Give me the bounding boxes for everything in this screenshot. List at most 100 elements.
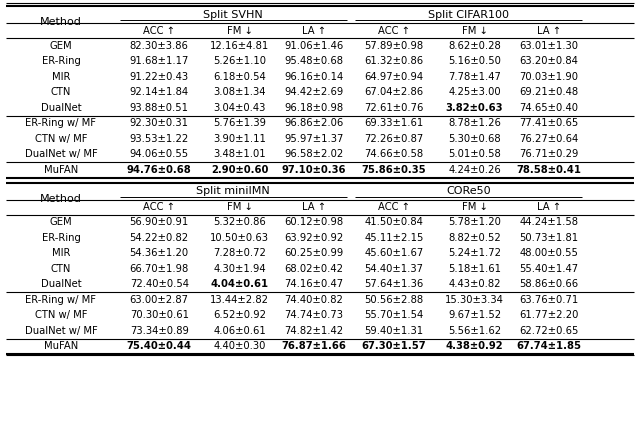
Text: 61.32±0.86: 61.32±0.86 (365, 56, 424, 66)
Text: 5.32±0.86: 5.32±0.86 (213, 217, 266, 227)
Text: 67.04±2.86: 67.04±2.86 (365, 87, 424, 97)
Text: 91.06±1.46: 91.06±1.46 (284, 41, 343, 51)
Text: 96.18±0.98: 96.18±0.98 (284, 103, 343, 113)
Text: ER-Ring w/ MF: ER-Ring w/ MF (26, 118, 97, 128)
Text: 44.24±1.58: 44.24±1.58 (519, 217, 578, 227)
Text: 76.27±0.64: 76.27±0.64 (519, 134, 578, 144)
Text: 63.00±2.87: 63.00±2.87 (130, 295, 189, 305)
Text: DualNet w/ MF: DualNet w/ MF (24, 149, 97, 159)
Text: 3.48±1.01: 3.48±1.01 (213, 149, 266, 159)
Text: 7.78±1.47: 7.78±1.47 (448, 72, 501, 82)
Text: DualNet: DualNet (40, 103, 81, 113)
Text: 8.62±0.28: 8.62±0.28 (448, 41, 501, 51)
Text: 75.40±0.44: 75.40±0.44 (127, 341, 192, 351)
Text: FM ↓: FM ↓ (461, 202, 488, 212)
Text: 4.06±0.61: 4.06±0.61 (213, 326, 266, 336)
Text: 4.43±0.82: 4.43±0.82 (448, 279, 500, 289)
Text: 3.04±0.43: 3.04±0.43 (213, 103, 266, 113)
Text: 6.52±0.92: 6.52±0.92 (213, 310, 266, 320)
Text: 74.66±0.58: 74.66±0.58 (365, 149, 424, 159)
Text: 95.48±0.68: 95.48±0.68 (284, 56, 343, 66)
Text: MIR: MIR (52, 72, 70, 82)
Text: CORe50: CORe50 (446, 186, 490, 196)
Text: 74.65±0.40: 74.65±0.40 (519, 103, 578, 113)
Text: 67.74±1.85: 67.74±1.85 (516, 341, 581, 351)
Text: 5.56±1.62: 5.56±1.62 (448, 326, 501, 336)
Text: ER-Ring w/ MF: ER-Ring w/ MF (26, 295, 97, 305)
Text: 57.89±0.98: 57.89±0.98 (365, 41, 424, 51)
Text: 77.41±0.65: 77.41±0.65 (519, 118, 578, 128)
Text: 95.97±1.37: 95.97±1.37 (284, 134, 344, 144)
Text: 4.24±0.26: 4.24±0.26 (448, 165, 501, 175)
Text: 54.22±0.82: 54.22±0.82 (130, 233, 189, 243)
Text: CTN: CTN (51, 264, 71, 274)
Text: 73.34±0.89: 73.34±0.89 (130, 326, 189, 336)
Text: 68.02±0.42: 68.02±0.42 (284, 264, 343, 274)
Text: 97.10±0.36: 97.10±0.36 (282, 165, 346, 175)
Text: 92.30±0.31: 92.30±0.31 (130, 118, 189, 128)
Text: 55.40±1.47: 55.40±1.47 (519, 264, 578, 274)
Text: 54.36±1.20: 54.36±1.20 (130, 248, 189, 258)
Text: 4.40±0.30: 4.40±0.30 (213, 341, 266, 351)
Text: LA ↑: LA ↑ (536, 202, 561, 212)
Text: ER-Ring: ER-Ring (42, 56, 81, 66)
Text: 57.64±1.36: 57.64±1.36 (364, 279, 424, 289)
Text: 69.33±1.61: 69.33±1.61 (364, 118, 424, 128)
Text: 59.40±1.31: 59.40±1.31 (365, 326, 424, 336)
Text: 58.86±0.66: 58.86±0.66 (519, 279, 578, 289)
Text: 48.00±0.55: 48.00±0.55 (519, 248, 578, 258)
Text: 66.70±1.98: 66.70±1.98 (130, 264, 189, 274)
Text: LA ↑: LA ↑ (301, 202, 326, 212)
Text: 63.20±0.84: 63.20±0.84 (519, 56, 578, 66)
Text: LA ↑: LA ↑ (301, 25, 326, 36)
Text: 5.24±1.72: 5.24±1.72 (448, 248, 501, 258)
Text: 94.42±2.69: 94.42±2.69 (284, 87, 343, 97)
Text: 4.38±0.92: 4.38±0.92 (445, 341, 503, 351)
Text: 91.68±1.17: 91.68±1.17 (129, 56, 189, 66)
Text: 8.78±1.26: 8.78±1.26 (448, 118, 501, 128)
Text: MIR: MIR (52, 248, 70, 258)
Text: CTN: CTN (51, 87, 71, 97)
Text: 72.40±0.54: 72.40±0.54 (130, 279, 189, 289)
Text: FM ↓: FM ↓ (227, 25, 253, 36)
Text: 2.90±0.60: 2.90±0.60 (211, 165, 268, 175)
Text: 70.03±1.90: 70.03±1.90 (519, 72, 578, 82)
Text: FM ↓: FM ↓ (461, 25, 488, 36)
Text: 72.26±0.87: 72.26±0.87 (364, 134, 424, 144)
Text: 96.58±2.02: 96.58±2.02 (284, 149, 343, 159)
Text: MuFAN: MuFAN (44, 341, 78, 351)
Text: 7.28±0.72: 7.28±0.72 (213, 248, 266, 258)
Text: ACC ↑: ACC ↑ (143, 202, 175, 212)
Text: 5.16±0.50: 5.16±0.50 (448, 56, 501, 66)
Text: 91.22±0.43: 91.22±0.43 (130, 72, 189, 82)
Text: LA ↑: LA ↑ (536, 25, 561, 36)
Text: Split miniIMN: Split miniIMN (196, 186, 270, 196)
Text: 64.97±0.94: 64.97±0.94 (365, 72, 424, 82)
Text: 54.40±1.37: 54.40±1.37 (365, 264, 424, 274)
Text: 8.82±0.52: 8.82±0.52 (448, 233, 501, 243)
Text: 92.14±1.84: 92.14±1.84 (130, 87, 189, 97)
Text: 5.30±0.68: 5.30±0.68 (448, 134, 501, 144)
Text: 62.72±0.65: 62.72±0.65 (519, 326, 579, 336)
Text: 55.70±1.54: 55.70±1.54 (364, 310, 424, 320)
Text: ACC ↑: ACC ↑ (378, 202, 410, 212)
Text: 60.12±0.98: 60.12±0.98 (284, 217, 343, 227)
Text: 15.30±3.34: 15.30±3.34 (445, 295, 504, 305)
Text: FM ↓: FM ↓ (227, 202, 253, 212)
Text: 82.30±3.86: 82.30±3.86 (130, 41, 189, 51)
Text: CTN w/ MF: CTN w/ MF (35, 134, 87, 144)
Text: 50.73±1.81: 50.73±1.81 (519, 233, 578, 243)
Text: Method: Method (40, 17, 82, 27)
Text: MuFAN: MuFAN (44, 165, 78, 175)
Text: 76.71±0.29: 76.71±0.29 (519, 149, 579, 159)
Text: DualNet w/ MF: DualNet w/ MF (24, 326, 97, 336)
Text: 6.18±0.54: 6.18±0.54 (213, 72, 266, 82)
Text: 3.82±0.63: 3.82±0.63 (445, 103, 503, 113)
Text: 94.06±0.55: 94.06±0.55 (130, 149, 189, 159)
Text: 4.04±0.61: 4.04±0.61 (211, 279, 269, 289)
Text: 63.01±1.30: 63.01±1.30 (519, 41, 578, 51)
Text: 3.90±1.11: 3.90±1.11 (213, 134, 266, 144)
Text: 41.50±0.84: 41.50±0.84 (365, 217, 424, 227)
Text: 76.87±1.66: 76.87±1.66 (282, 341, 346, 351)
Text: 74.40±0.82: 74.40±0.82 (284, 295, 343, 305)
